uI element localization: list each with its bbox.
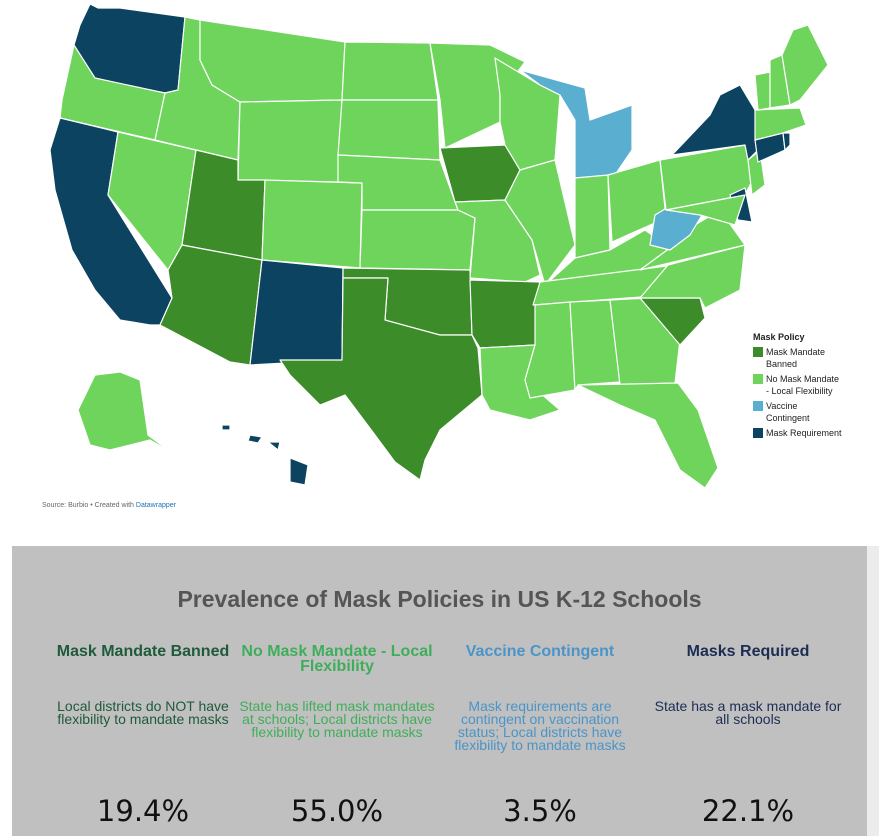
- state-maine[interactable]: [781, 24, 829, 106]
- column-heading: Vaccine Contingent: [465, 643, 615, 660]
- column-percent: 19.4%: [96, 794, 190, 828]
- column-description: State has lifted mask mandates at school…: [239, 698, 435, 740]
- us-map: [49, 3, 829, 489]
- column-percent: 3.5%: [503, 794, 577, 828]
- state-alabama[interactable]: [569, 299, 621, 391]
- datawrapper-link[interactable]: Datawrapper: [135, 502, 176, 509]
- legend-item-mask-requirement: Mask Requirement: [753, 427, 843, 439]
- state-rhode-island[interactable]: [782, 132, 791, 151]
- source-note: Source: Burbio • Created with Datawrappe…: [42, 502, 176, 509]
- map-section: Mask Policy Mask Mandate Banned No Mask …: [42, 3, 843, 509]
- legend-swatch: [753, 347, 763, 357]
- state-texas[interactable]: [279, 277, 483, 481]
- state-colorado[interactable]: [261, 179, 363, 269]
- legend-label: No Mask Mandate - Local Flexibility: [766, 374, 840, 396]
- summary-column-vaccine-contingent: Vaccine Contingent Mask requirements are…: [440, 643, 640, 829]
- column-heading: No Mask Mandate - Local Flexibility: [241, 643, 433, 675]
- summary-column-masks-required: Masks Required State has a mask mandate …: [648, 643, 848, 829]
- legend-label: Vaccine Contingent: [766, 401, 810, 423]
- legend-swatch: [753, 401, 763, 411]
- map-legend: Mask Policy Mask Mandate Banned No Mask …: [753, 331, 843, 442]
- state-indiana[interactable]: [574, 174, 611, 259]
- summary-column-banned: Mask Mandate Banned Local districts do N…: [43, 643, 243, 829]
- legend-title: Mask Policy: [753, 332, 805, 342]
- column-heading: Masks Required: [686, 643, 810, 660]
- column-description: Local districts do NOT have flexibility …: [57, 698, 229, 727]
- state-new-mexico[interactable]: [249, 259, 344, 366]
- legend-item-banned: Mask Mandate Banned: [753, 346, 843, 370]
- state-vermont[interactable]: [754, 71, 771, 111]
- source-text: Source: Burbio • Created with: [42, 502, 136, 509]
- state-south-dakota[interactable]: [337, 99, 441, 161]
- column-percent: 22.1%: [701, 794, 795, 828]
- legend-item-vaccine-contingent: Vaccine Contingent: [753, 400, 843, 424]
- state-arkansas[interactable]: [469, 279, 541, 349]
- legend-swatch: [753, 428, 763, 438]
- legend-swatch: [753, 374, 763, 384]
- column-description: State has a mask mandate for all schools: [654, 698, 842, 727]
- state-kansas[interactable]: [359, 209, 476, 271]
- summary-panel: Prevalence of Mask Policies in US K-12 S…: [12, 546, 867, 836]
- state-montana[interactable]: [199, 19, 346, 103]
- legend-label: Mask Mandate Banned: [766, 347, 826, 369]
- summary-column-local-flexibility: No Mask Mandate - Local Flexibility Stat…: [237, 643, 437, 829]
- legend-item-local-flexibility: No Mask Mandate - Local Flexibility: [753, 373, 843, 397]
- state-arizona[interactable]: [159, 244, 263, 366]
- column-heading: Mask Mandate Banned: [56, 643, 230, 660]
- state-hawaii[interactable]: [221, 424, 309, 486]
- state-wyoming[interactable]: [237, 99, 343, 183]
- state-maryland[interactable]: [665, 194, 746, 226]
- column-description: Mask requirements are contingent on vacc…: [454, 698, 626, 753]
- panel-title: Prevalence of Mask Policies in US K-12 S…: [177, 586, 702, 612]
- state-massachusetts[interactable]: [754, 107, 807, 141]
- legend-label: Mask Requirement: [766, 428, 842, 438]
- state-alaska[interactable]: [77, 371, 201, 466]
- state-new-york[interactable]: [671, 84, 761, 161]
- state-north-dakota[interactable]: [341, 41, 439, 101]
- column-percent: 55.0%: [290, 794, 384, 828]
- state-florida[interactable]: [577, 382, 719, 489]
- page-gutter: [867, 546, 879, 836]
